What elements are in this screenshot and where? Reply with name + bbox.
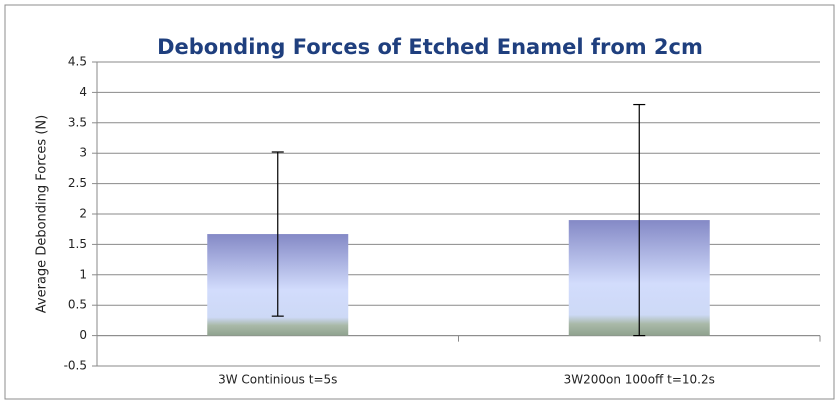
y-tick-label: 4 [79, 85, 87, 99]
y-tick-label: 2 [79, 207, 87, 221]
x-tick-label: 3W Continious t=5s [218, 373, 337, 387]
y-axis-label: Average Debonding Forces (N) [35, 115, 50, 313]
chart-border [4, 4, 835, 400]
y-tick-label: 0 [79, 328, 87, 342]
x-tick-label: 3W200on 100off t=10.2s [564, 373, 715, 387]
chart-title: Debonding Forces of Etched Enamel from 2… [157, 35, 703, 59]
y-tick-label: 3 [79, 146, 87, 160]
y-tick-label: 1 [79, 267, 87, 281]
y-tick-label: 3.5 [68, 115, 87, 129]
y-tick-label: -0.5 [64, 359, 87, 373]
y-tick-label: 1.5 [68, 237, 87, 251]
y-tick-label: 2.5 [68, 176, 87, 190]
y-tick-label: 0.5 [68, 298, 87, 312]
y-tick-label: 4.5 [68, 55, 87, 69]
